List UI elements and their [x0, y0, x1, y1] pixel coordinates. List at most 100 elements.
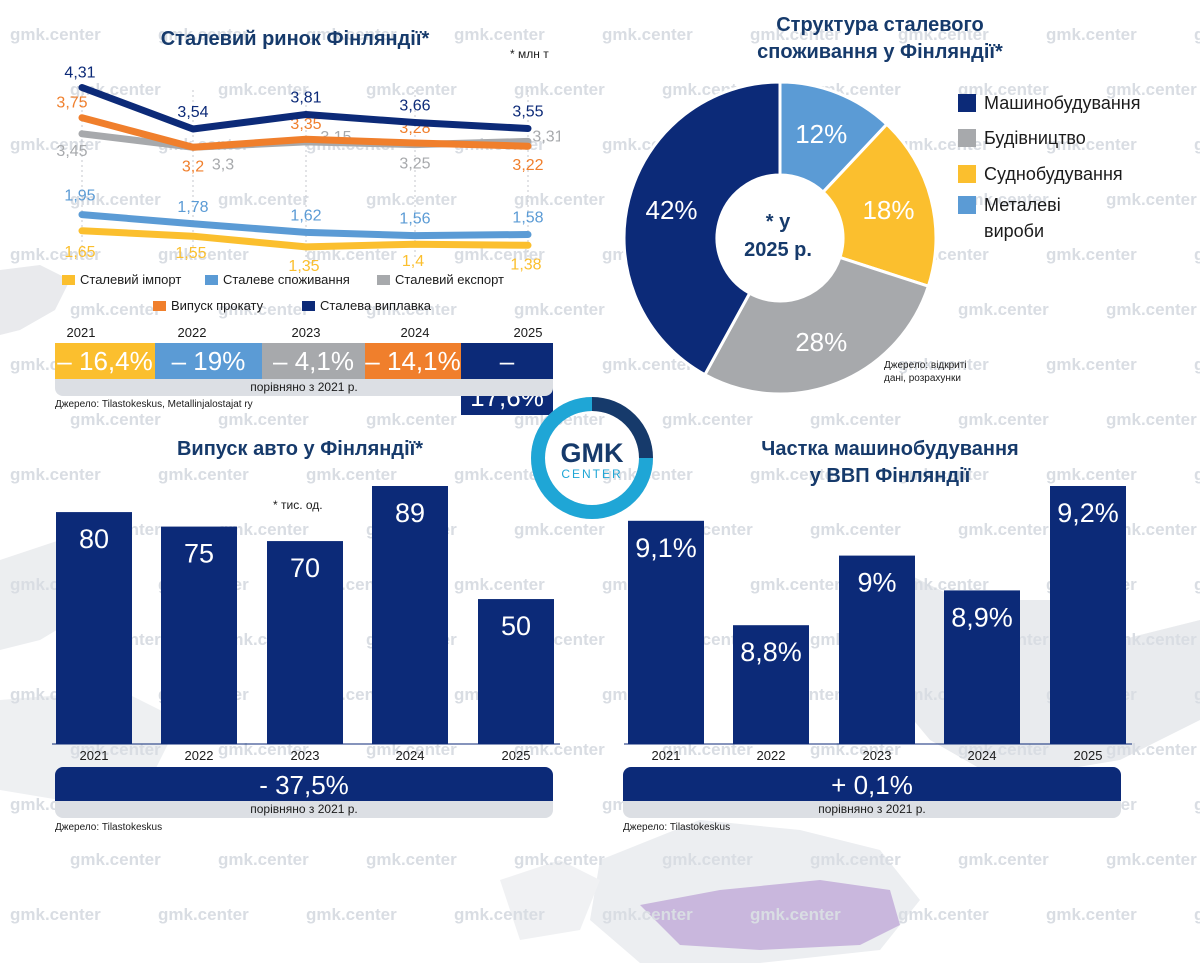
watermark-text: gmk.center	[602, 25, 693, 44]
watermark-text: gmk.center	[514, 850, 605, 869]
donut-hole	[717, 175, 843, 301]
watermark-text: gmk.center	[662, 850, 753, 869]
data-label: 3,2	[182, 158, 204, 175]
series-line	[78, 84, 532, 133]
watermark-text: gmk.center	[1194, 355, 1200, 374]
data-label: 1,56	[399, 211, 430, 228]
watermark-text: gmk.center	[1106, 410, 1197, 429]
watermark-text: gmk.center	[366, 960, 457, 963]
watermark-text: gmk.center	[158, 905, 249, 924]
steel-consumption-donut: 12% 18% 28% 42%	[622, 80, 938, 396]
pie-legend-shipbuilding: Суднобудування	[958, 161, 1123, 187]
consumption-title-line1: Структура сталевого	[776, 14, 984, 36]
gmk-center-logo: GMK CENTER	[531, 397, 653, 519]
watermark-text: gmk.center	[366, 410, 457, 429]
car-compare-label: порівняно з 2021 р.	[55, 801, 553, 818]
watermark-text: gmk.center	[1046, 465, 1137, 484]
bar	[944, 590, 1020, 744]
watermark-text: gmk.center	[70, 850, 161, 869]
legend-label: Суднобудування	[984, 164, 1123, 184]
watermark-text: gmk.center	[514, 520, 605, 539]
watermark-text: gmk.center	[366, 850, 457, 869]
watermark-text: gmk.center	[70, 300, 161, 319]
logo-text-center: CENTER	[561, 467, 622, 481]
watermark-text: gmk.center	[602, 905, 693, 924]
legend-swatch	[62, 274, 75, 285]
x-tick-label: 2025	[502, 748, 531, 763]
change-steel-consumption: – 19%	[155, 343, 262, 379]
watermark-text: gmk.center	[750, 575, 841, 594]
legend-swatch	[958, 129, 976, 147]
gdp-source: Джерело: Tilastokeskus	[623, 822, 731, 833]
watermark-text: gmk.center	[1106, 960, 1197, 963]
bar	[161, 526, 237, 744]
car-change: - 37,5%	[55, 767, 553, 801]
data-label: 1,4	[402, 253, 424, 270]
data-label: 3,81	[290, 89, 321, 106]
steel-compare-label: порівняно з 2021 р.	[55, 379, 553, 396]
x-tick-label: 2022	[185, 748, 214, 763]
watermark-text: gmk.center	[454, 905, 545, 924]
data-label: 3,3	[212, 156, 234, 173]
bar	[478, 599, 554, 744]
watermark-text: gmk.center	[750, 465, 841, 484]
legend-steel-import: Сталевий імпорт	[62, 272, 181, 287]
watermark-text: gmk.center	[810, 740, 901, 759]
bar-label: 50	[501, 611, 531, 641]
legend-swatch	[302, 300, 315, 311]
bar	[267, 541, 343, 744]
steel-year-2024: 2024	[400, 325, 430, 340]
bar-label: 9,1%	[635, 533, 697, 563]
pie-legend-metal-products: Металеві вироби	[958, 192, 1094, 244]
watermark-text: gmk.center	[898, 355, 989, 374]
bar	[733, 625, 809, 744]
x-tick-label: 2023	[863, 748, 892, 763]
watermark-text: gmk.center	[1194, 245, 1200, 264]
legend-steel-export: Сталевий експорт	[377, 272, 504, 287]
watermark-text: gmk.center	[10, 135, 101, 154]
consumption-title: Структура сталевого споживання у Фінлянд…	[700, 12, 1060, 66]
gdp-title-line2: у ВВП Фінляндії	[809, 465, 971, 487]
slice-label: 12%	[795, 119, 847, 149]
car-output-unit: * тис. од.	[273, 498, 323, 512]
change-steel-export: – 4,1%	[262, 343, 365, 379]
x-tick-label: 2021	[80, 748, 109, 763]
data-label: 3,54	[177, 104, 208, 121]
watermark-text: gmk.center	[958, 190, 1049, 209]
watermark-text: gmk.center	[1106, 740, 1197, 759]
change-rolled-output: – 14,1%	[365, 343, 461, 379]
watermark-text: gmk.center	[898, 575, 989, 594]
watermark-text: gmk.center	[810, 850, 901, 869]
legend-swatch	[958, 165, 976, 183]
steel-year-2025: 2025	[513, 325, 543, 340]
legend-swatch	[153, 300, 166, 311]
watermark-text: gmk.center	[10, 905, 101, 924]
watermark-text: gmk.center	[70, 740, 161, 759]
watermark-text: gmk.center	[750, 905, 841, 924]
watermark-text: gmk.center	[1046, 905, 1137, 924]
donut-center-line2: 2025 р.	[744, 239, 812, 261]
watermark-text: gmk.center	[454, 25, 545, 44]
watermark-text: gmk.center	[958, 520, 1049, 539]
steel-market-title: Сталевий ринок Фінляндії*	[160, 28, 430, 50]
watermark-text: gmk.center	[898, 465, 989, 484]
bar	[1050, 486, 1126, 744]
watermark-text: gmk.center	[218, 850, 309, 869]
car-output-title: Випуск авто у Фінляндії*	[176, 438, 424, 460]
legend-swatch	[377, 274, 390, 285]
legend-swatch	[958, 94, 976, 112]
watermark-text: gmk.center	[70, 960, 161, 963]
data-label: 1,65	[64, 244, 95, 261]
bar-label: 8,9%	[951, 602, 1013, 632]
bar-label: 8,8%	[740, 637, 802, 667]
watermark-text: gmk.center	[810, 960, 901, 963]
watermark-text: gmk.center	[218, 960, 309, 963]
bar	[372, 486, 448, 744]
watermark-text: gmk.center	[1106, 520, 1197, 539]
legend-steel-consumption: Сталеве споживання	[205, 272, 350, 287]
legend-steel-smelting: Сталева виплавка	[302, 298, 431, 313]
watermark-text: gmk.center	[1046, 245, 1137, 264]
donut-center-line1: * у	[765, 211, 791, 233]
watermark-text: gmk.center	[750, 25, 841, 44]
watermark-text: gmk.center	[366, 300, 457, 319]
